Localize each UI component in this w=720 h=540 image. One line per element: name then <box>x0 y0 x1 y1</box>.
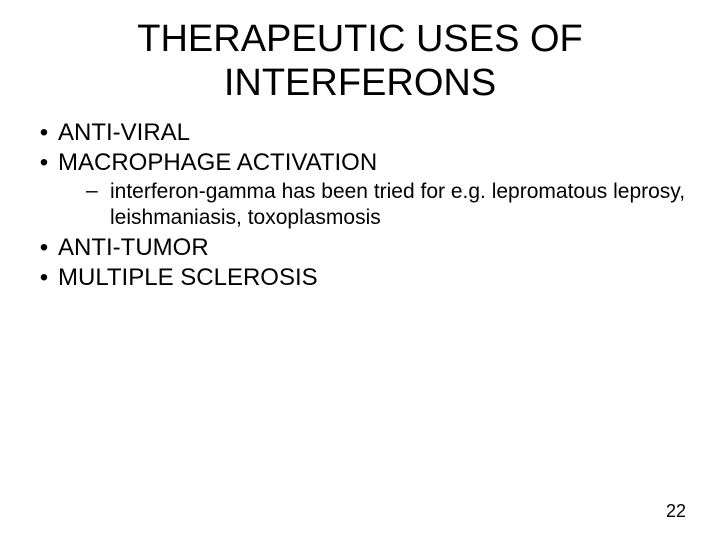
list-item-text: ANTI-TUMOR <box>58 234 690 262</box>
sub-list-item-text: interferon-gamma has been tried for e.g.… <box>110 179 690 229</box>
list-item-text: MULTIPLE SCLEROSIS <box>58 264 690 292</box>
slide-title: THERAPEUTIC USES OF INTERFERONS <box>30 18 690 105</box>
sub-list-item: – interferon-gamma has been tried for e.… <box>30 179 690 229</box>
title-line-2: INTERFERONS <box>224 62 496 104</box>
bullet-list: • ANTI-VIRAL • MACROPHAGE ACTIVATION – i… <box>30 119 690 291</box>
dash-icon: – <box>86 179 110 203</box>
bullet-icon: • <box>30 149 58 177</box>
bullet-icon: • <box>30 119 58 147</box>
bullet-icon: • <box>30 234 58 262</box>
list-item: • MULTIPLE SCLEROSIS <box>30 264 690 292</box>
list-item: • MACROPHAGE ACTIVATION <box>30 149 690 177</box>
bullet-icon: • <box>30 264 58 292</box>
list-item-text: ANTI-VIRAL <box>58 119 690 147</box>
slide: THERAPEUTIC USES OF INTERFERONS • ANTI-V… <box>0 0 720 540</box>
list-item: • ANTI-VIRAL <box>30 119 690 147</box>
list-item: • ANTI-TUMOR <box>30 234 690 262</box>
title-line-1: THERAPEUTIC USES OF <box>137 18 583 60</box>
list-item-text: MACROPHAGE ACTIVATION <box>58 149 690 177</box>
page-number: 22 <box>666 501 686 522</box>
